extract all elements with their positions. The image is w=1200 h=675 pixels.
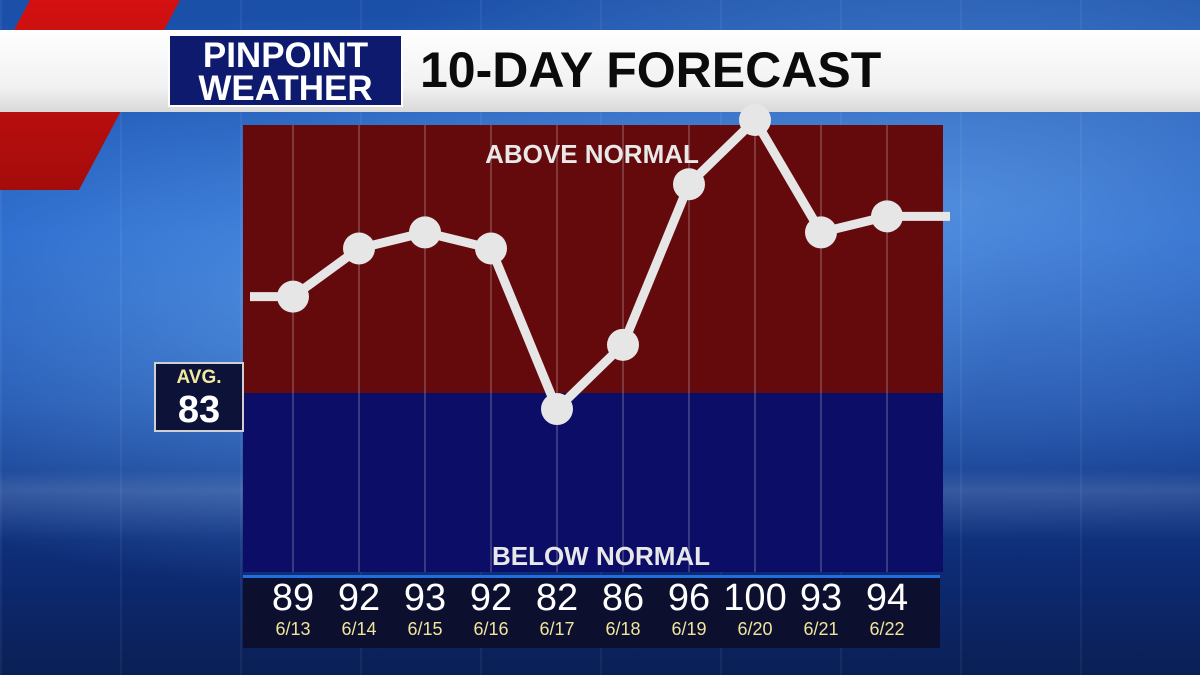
forecast-day: 86 6/18 — [589, 578, 657, 640]
high-temp-label: 93 — [799, 577, 843, 619]
forecast-day: 100 6/20 — [721, 578, 789, 640]
forecast-day: 94 6/22 — [853, 578, 921, 640]
forecast-strip — [243, 575, 940, 648]
date-label: 6/17 — [539, 619, 575, 639]
data-point — [871, 200, 903, 233]
forecast-day: 92 6/16 — [457, 578, 525, 640]
date-label: 6/16 — [473, 619, 509, 639]
date-label: 6/13 — [275, 619, 311, 639]
forecast-day: 96 6/19 — [655, 578, 723, 640]
data-point — [343, 232, 375, 265]
high-temp-label: 93 — [403, 577, 447, 619]
high-temp-label: 89 — [271, 577, 315, 619]
high-temp-label: 94 — [865, 577, 909, 619]
data-point — [739, 104, 771, 136]
high-temp-label: 86 — [601, 577, 645, 619]
logo-line-1: PINPOINT — [202, 36, 369, 75]
average-label: AVG. — [176, 367, 222, 388]
logo-line-2: WEATHER — [198, 69, 373, 108]
date-label: 6/20 — [737, 619, 773, 639]
data-point — [475, 232, 507, 265]
date-label: 6/22 — [869, 619, 905, 639]
below-normal-zone — [243, 393, 943, 572]
forecast-day: 93 6/15 — [391, 578, 459, 640]
average-temp-box: AVG. 83 — [154, 362, 244, 432]
data-point — [277, 280, 309, 313]
data-point — [409, 216, 441, 249]
date-label: 6/18 — [605, 619, 641, 639]
forecast-day: 82 6/17 — [523, 578, 591, 640]
data-point — [673, 168, 705, 201]
date-label: 6/21 — [803, 619, 839, 639]
high-temp-label: 100 — [723, 577, 787, 619]
data-points — [277, 104, 903, 426]
date-label: 6/15 — [407, 619, 443, 639]
high-temp-label: 92 — [337, 577, 381, 619]
high-temp-label: 82 — [535, 577, 579, 619]
average-value: 83 — [177, 389, 221, 431]
below-normal-label: BELOW NORMAL — [492, 541, 710, 571]
date-label: 6/14 — [341, 619, 377, 639]
forecast-day: 92 6/14 — [325, 578, 393, 640]
data-point — [607, 328, 639, 361]
date-label: 6/19 — [671, 619, 707, 639]
pinpoint-weather-logo: PINPOINT WEATHER — [168, 34, 403, 107]
above-normal-label: ABOVE NORMAL — [485, 139, 699, 169]
data-point — [805, 216, 837, 249]
page-title: 10-DAY FORECAST — [420, 42, 882, 98]
forecast-day: 93 6/21 — [787, 578, 855, 640]
gridlines — [292, 125, 888, 572]
high-temp-label: 96 — [667, 577, 711, 619]
data-point — [541, 393, 573, 426]
forecast-day: 89 6/13 — [259, 578, 327, 640]
high-temp-label: 92 — [469, 577, 513, 619]
